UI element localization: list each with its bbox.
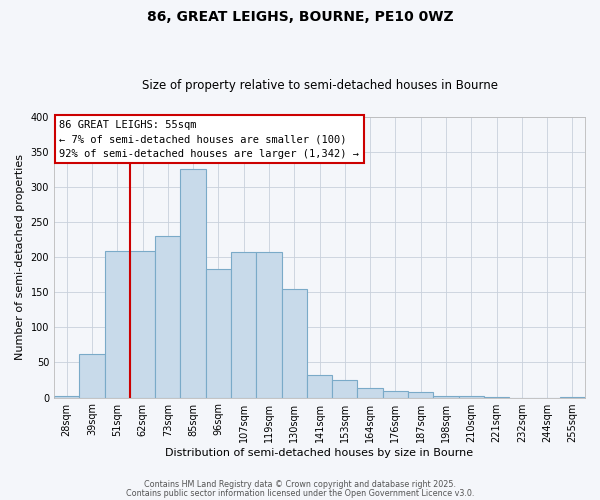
Bar xyxy=(307,375,332,398)
Bar xyxy=(560,397,585,398)
Bar xyxy=(231,252,256,398)
Text: Contains public sector information licensed under the Open Government Licence v3: Contains public sector information licen… xyxy=(126,488,474,498)
Bar xyxy=(181,170,206,398)
Bar xyxy=(104,251,130,398)
Bar xyxy=(155,236,181,398)
Bar xyxy=(458,396,484,398)
Text: 86, GREAT LEIGHS, BOURNE, PE10 0WZ: 86, GREAT LEIGHS, BOURNE, PE10 0WZ xyxy=(146,10,454,24)
X-axis label: Distribution of semi-detached houses by size in Bourne: Distribution of semi-detached houses by … xyxy=(166,448,473,458)
Bar xyxy=(332,380,358,398)
Bar xyxy=(484,397,509,398)
Bar xyxy=(408,392,433,398)
Bar xyxy=(206,269,231,398)
Text: 86 GREAT LEIGHS: 55sqm
← 7% of semi-detached houses are smaller (100)
92% of sem: 86 GREAT LEIGHS: 55sqm ← 7% of semi-deta… xyxy=(59,120,359,159)
Y-axis label: Number of semi-detached properties: Number of semi-detached properties xyxy=(15,154,25,360)
Bar xyxy=(281,289,307,398)
Bar xyxy=(358,388,383,398)
Bar xyxy=(79,354,104,398)
Bar xyxy=(256,252,281,398)
Bar xyxy=(383,390,408,398)
Bar xyxy=(54,396,79,398)
Bar xyxy=(130,251,155,398)
Bar xyxy=(433,396,458,398)
Title: Size of property relative to semi-detached houses in Bourne: Size of property relative to semi-detach… xyxy=(142,79,497,92)
Text: Contains HM Land Registry data © Crown copyright and database right 2025.: Contains HM Land Registry data © Crown c… xyxy=(144,480,456,489)
